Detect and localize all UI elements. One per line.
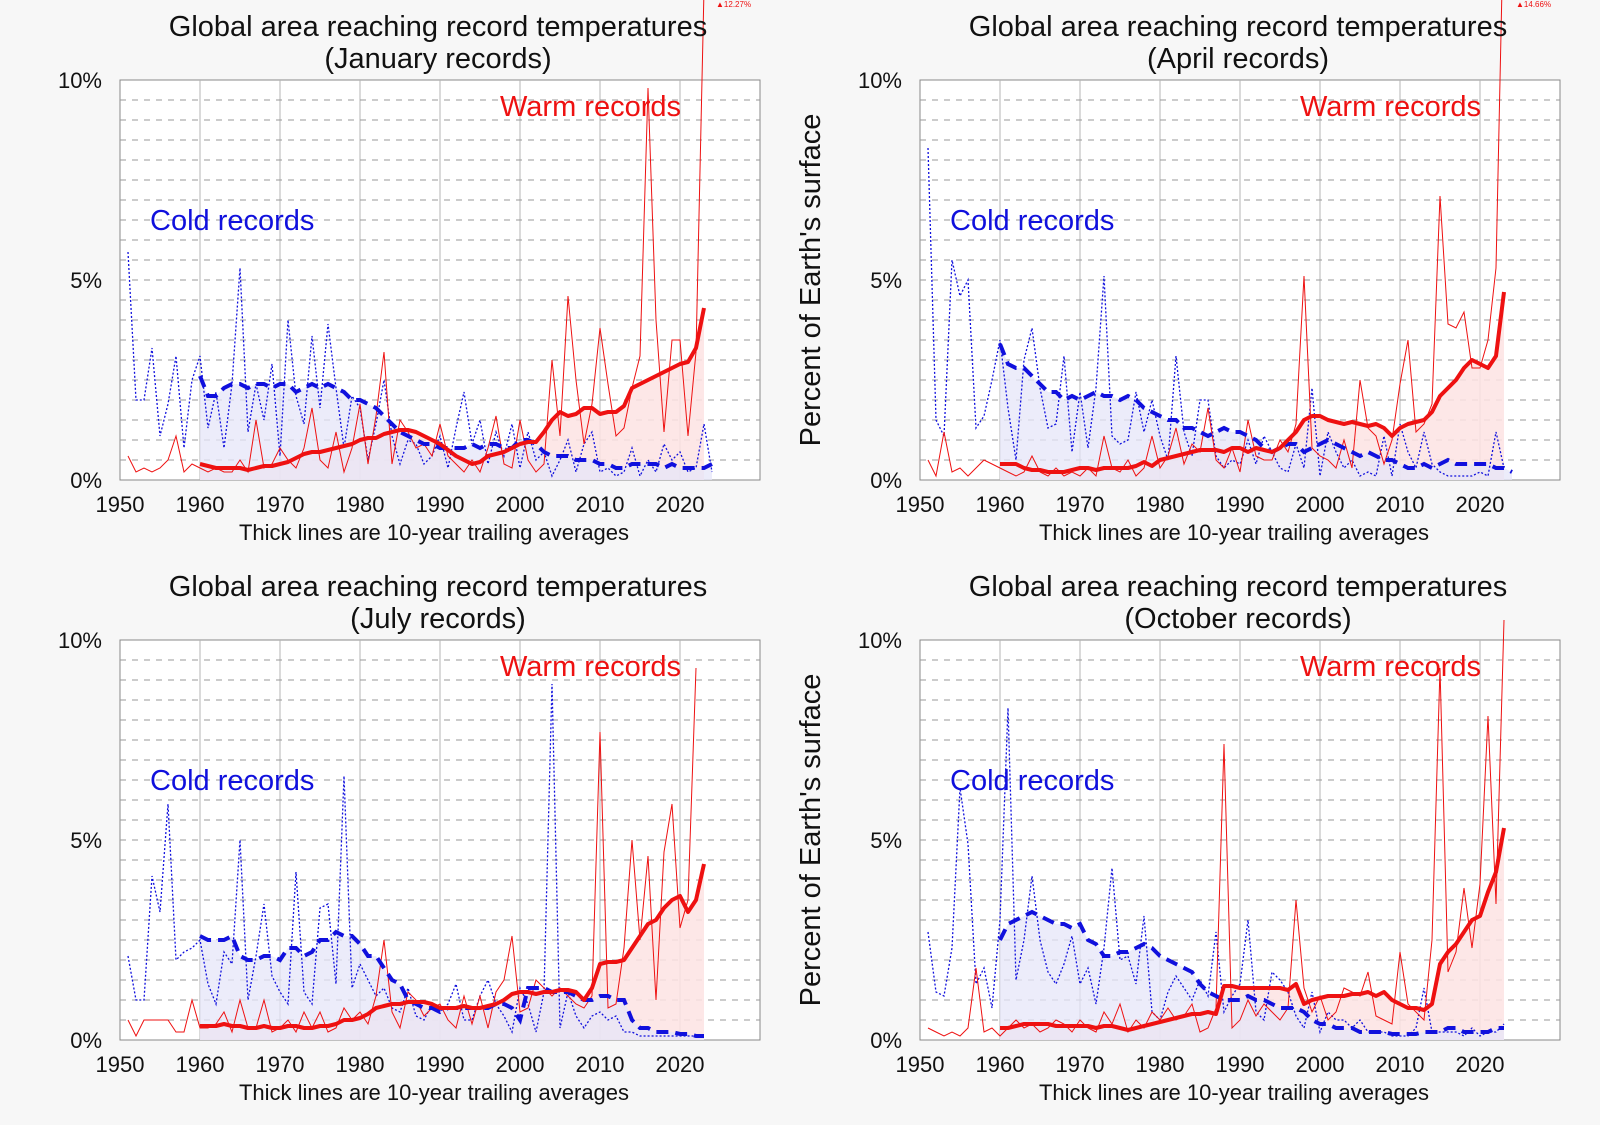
x-tick-label: 1990 [416, 1052, 465, 1077]
y-tick-label: 10% [58, 628, 102, 653]
x-axis-label: Thick lines are 10-year trailing average… [239, 1080, 629, 1105]
chart-title: Global area reaching record temperatures [169, 11, 707, 43]
y-tick-label: 5% [70, 268, 102, 293]
cold-records-average-line [998, 909, 1504, 1036]
x-tick-label: 2000 [1296, 492, 1345, 517]
chart-panel-4: Global area reaching record temperatures… [795, 571, 1561, 1105]
chart-panel-1: Global area reaching record temperatures… [58, 0, 761, 545]
y-axis-label: Percent of Earth's surface [795, 114, 827, 447]
warm-records-annual-line [127, 667, 697, 1038]
warm-average-fill [1000, 292, 1504, 480]
x-tick-label: 1980 [336, 1052, 385, 1077]
x-tick-label: 1970 [256, 1052, 305, 1077]
x-tick-label: 2020 [1456, 1052, 1505, 1077]
warm-records-average-line [200, 863, 706, 1030]
cold-average-fill [1000, 344, 1512, 480]
x-tick-label: 1950 [896, 492, 945, 517]
warm-records-annual-line [127, 0, 705, 474]
y-tick-label: 0% [870, 468, 902, 493]
x-tick-label: 2020 [656, 1052, 705, 1077]
x-tick-label: 1950 [96, 492, 145, 517]
y-tick-label: 0% [70, 1028, 102, 1053]
chart-panel-2: Global area reaching record temperatures… [795, 0, 1561, 545]
chart-title: Global area reaching record temperatures [169, 571, 707, 603]
cold-records-average-line [198, 375, 713, 471]
chart-title: Global area reaching record temperatures [969, 571, 1507, 603]
y-tick-label: 5% [870, 828, 902, 853]
cold-records-label: Cold records [950, 205, 1114, 237]
y-tick-label: 5% [70, 828, 102, 853]
y-axis-label: Percent of Earth's surface [795, 674, 827, 1007]
chart-title: Global area reaching record temperatures [969, 11, 1507, 43]
x-tick-label: 1990 [416, 492, 465, 517]
chart-subtitle: (July records) [350, 603, 526, 635]
y-tick-label: 10% [58, 68, 102, 93]
x-tick-label: 1970 [1056, 492, 1105, 517]
off-scale-annotation: ▲12.27% [716, 0, 751, 9]
x-tick-label: 1980 [336, 492, 385, 517]
y-tick-label: 5% [870, 268, 902, 293]
x-tick-label: 2020 [1456, 492, 1505, 517]
x-axis-label: Thick lines are 10-year trailing average… [239, 520, 629, 545]
x-axis-label: Thick lines are 10-year trailing average… [1039, 1080, 1429, 1105]
chart-subtitle: (January records) [324, 43, 551, 75]
warm-records-label: Warm records [1300, 651, 1481, 683]
y-tick-label: 10% [858, 68, 902, 93]
warm-records-average-line [199, 307, 706, 472]
x-tick-label: 2010 [576, 492, 625, 517]
cold-records-average-line [998, 343, 1513, 474]
x-tick-label: 1980 [1136, 492, 1185, 517]
x-tick-label: 1970 [256, 492, 305, 517]
x-tick-label: 2020 [656, 492, 705, 517]
cold-records-label: Cold records [950, 765, 1114, 797]
cold-records-label: Cold records [150, 765, 314, 797]
x-axis-label: Thick lines are 10-year trailing average… [1039, 520, 1429, 545]
cold-records-annual-line [927, 147, 1505, 477]
warm-records-label: Warm records [1300, 91, 1481, 123]
x-tick-label: 1990 [1216, 1052, 1265, 1077]
x-tick-label: 1980 [1136, 1052, 1185, 1077]
warm-records-average-line [1000, 827, 1506, 1032]
cold-records-annual-line [127, 683, 704, 1037]
warm-records-annual-line [927, 0, 1503, 478]
x-tick-label: 1950 [896, 1052, 945, 1077]
x-tick-label: 2010 [1376, 492, 1425, 517]
x-tick-label: 1960 [976, 492, 1025, 517]
x-tick-label: 2000 [496, 492, 545, 517]
y-tick-label: 10% [858, 628, 902, 653]
chart-panel-3: Global area reaching record temperatures… [58, 571, 761, 1105]
y-tick-label: 0% [870, 1028, 902, 1053]
warm-average-fill [200, 308, 704, 480]
x-tick-label: 1950 [96, 1052, 145, 1077]
chart-subtitle: (April records) [1147, 43, 1329, 75]
x-tick-label: 2010 [576, 1052, 625, 1077]
off-scale-annotation: ▲14.66% [1516, 0, 1551, 9]
cold-records-label: Cold records [150, 205, 314, 237]
y-tick-label: 0% [70, 468, 102, 493]
cold-average-fill [200, 932, 704, 1040]
x-tick-label: 1970 [1056, 1052, 1105, 1077]
x-tick-label: 2000 [496, 1052, 545, 1077]
x-tick-label: 2000 [1296, 1052, 1345, 1077]
cold-records-annual-line [127, 251, 713, 478]
cold-average-fill [200, 376, 712, 480]
x-tick-label: 2010 [1376, 1052, 1425, 1077]
chart-subtitle: (October records) [1124, 603, 1351, 635]
x-tick-label: 1960 [176, 492, 225, 517]
x-tick-label: 1990 [1216, 492, 1265, 517]
warm-records-label: Warm records [500, 91, 681, 123]
warm-records-average-line [1000, 291, 1506, 474]
cold-average-fill [1000, 912, 1504, 1040]
warm-records-label: Warm records [500, 651, 681, 683]
x-tick-label: 1960 [176, 1052, 225, 1077]
x-tick-label: 1960 [976, 1052, 1025, 1077]
